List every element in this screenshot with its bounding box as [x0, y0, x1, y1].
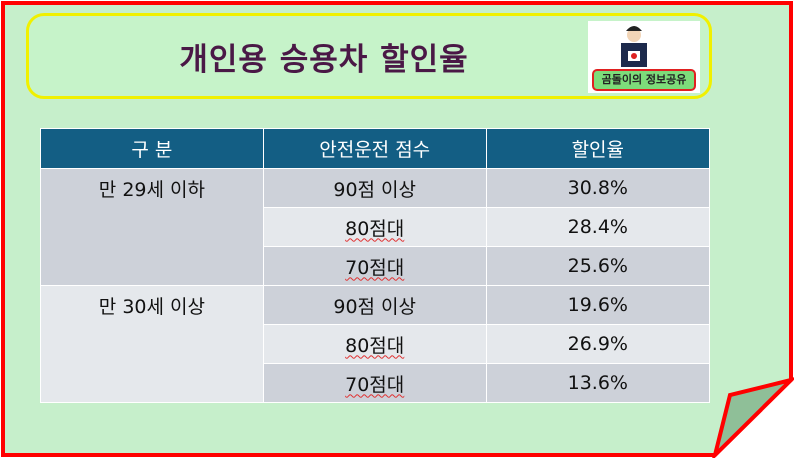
group-label: 만 30세 이상 — [40, 285, 264, 403]
table-row: 70점대 13.6% — [41, 363, 711, 403]
rate-cell: 26.9% — [485, 324, 711, 364]
header-category: 구 분 — [40, 128, 264, 169]
score-cell: 70점대 — [345, 256, 405, 279]
page-title: 개인용 승용차 할인율 — [179, 42, 469, 78]
rate-cell: 19.6% — [485, 285, 711, 325]
table-row: 80점대 28.4% — [41, 207, 711, 247]
discount-table: 구 분 안전운전 점수 할인율 만 29세 이하 90점 이상 30.8% 80점대… — [40, 128, 711, 403]
rate-cell: 25.6% — [485, 246, 711, 286]
table-row: 만 30세 이상 90점 이상 19.6% — [40, 285, 711, 403]
rate-cell: 28.4% — [485, 207, 711, 247]
header-rate: 할인율 — [485, 128, 711, 169]
header-score: 안전운전 점수 — [262, 128, 487, 169]
table-row: 70점대 25.6% — [41, 246, 711, 286]
table-row: 만 29세 이하 90점 이상 30.8% — [40, 168, 711, 286]
score-cell: 70점대 — [345, 373, 405, 396]
score-cell: 80점대 — [345, 334, 405, 357]
score-cell: 90점 이상 — [262, 285, 487, 325]
page-curl — [712, 377, 794, 458]
score-cell: 90점 이상 — [262, 168, 487, 208]
group-label: 만 29세 이하 — [40, 168, 264, 286]
rate-cell: 30.8% — [485, 168, 711, 208]
score-cell: 80점대 — [345, 217, 405, 240]
logo: 곰돌이의 정보공유 — [588, 21, 700, 93]
rate-cell: 13.6% — [485, 363, 711, 403]
logo-label: 곰돌이의 정보공유 — [592, 69, 696, 91]
person-icon — [621, 26, 647, 67]
table-row: 80점대 26.9% — [41, 324, 711, 364]
table-header: 구 분 안전운전 점수 할인율 — [40, 128, 711, 169]
